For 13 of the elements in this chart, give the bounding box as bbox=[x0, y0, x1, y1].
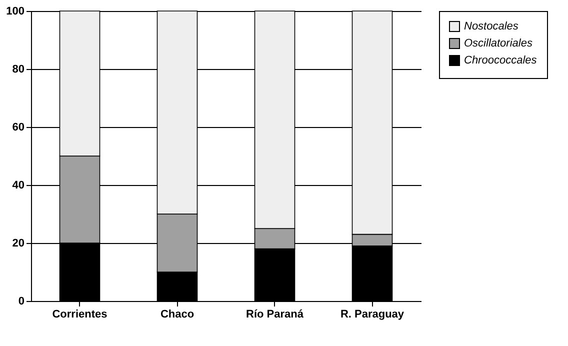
y-tick-label: 100 bbox=[6, 6, 24, 18]
x-tick-label: Corrientes bbox=[52, 308, 108, 320]
y-tick-label: 0 bbox=[18, 296, 24, 308]
y-tick-label: 60 bbox=[12, 122, 24, 134]
legend-label: Oscillatoriales bbox=[464, 38, 533, 50]
legend-label: Chroococcales bbox=[464, 54, 538, 66]
x-tick-label: R. Paraguay bbox=[340, 308, 405, 320]
y-tick-label: 20 bbox=[12, 238, 24, 250]
legend-label: Nostocales bbox=[464, 20, 519, 32]
x-tick-label: Chaco bbox=[160, 308, 194, 320]
y-tick-label: 40 bbox=[12, 180, 24, 192]
y-tick-label: 80 bbox=[12, 64, 24, 76]
x-tick-label: Río Paraná bbox=[246, 308, 304, 320]
